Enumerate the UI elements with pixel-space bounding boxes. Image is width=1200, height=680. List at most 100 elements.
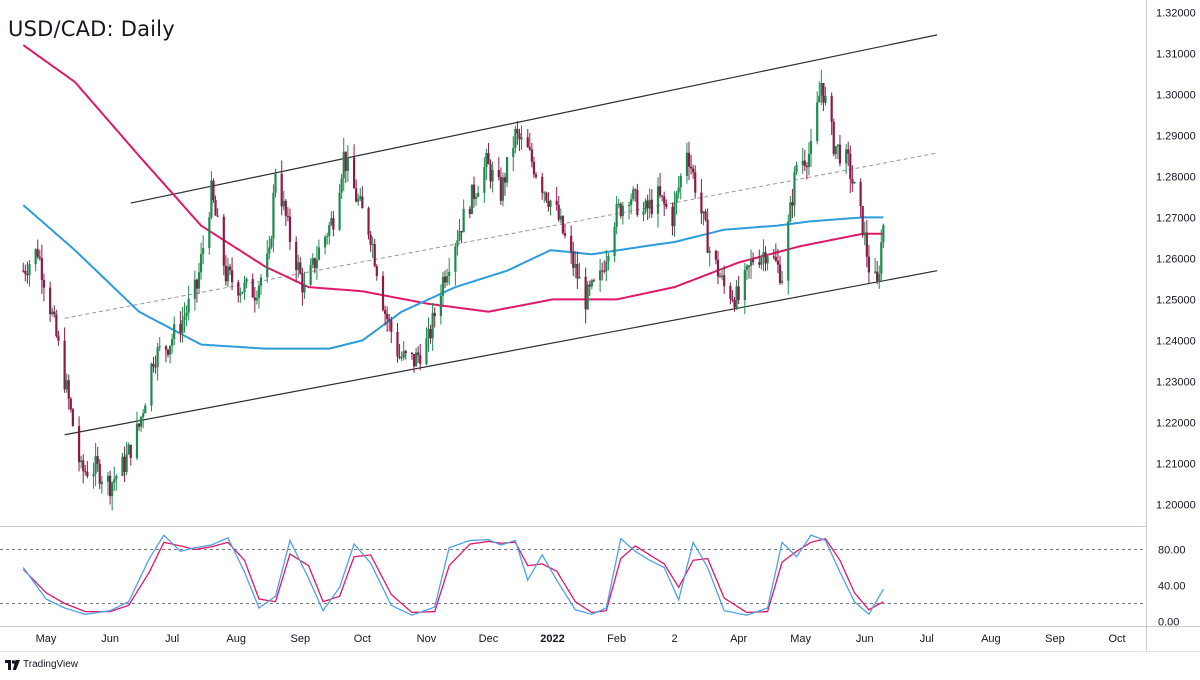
candle[interactable]: [791, 188, 794, 219]
candle[interactable]: [202, 235, 205, 265]
candle[interactable]: [671, 202, 674, 236]
candle[interactable]: [543, 191, 546, 203]
candle[interactable]: [38, 249, 41, 261]
candle[interactable]: [661, 195, 664, 202]
candle[interactable]: [63, 327, 66, 393]
candle[interactable]: [646, 194, 649, 220]
candle[interactable]: [795, 161, 798, 176]
candle[interactable]: [224, 255, 227, 286]
candle[interactable]: [456, 229, 459, 256]
candle[interactable]: [156, 342, 159, 381]
candle[interactable]: [747, 264, 751, 279]
candle[interactable]: [752, 252, 755, 266]
candle[interactable]: [272, 184, 275, 253]
candle[interactable]: [77, 416, 81, 472]
candle[interactable]: [692, 164, 695, 179]
candle[interactable]: [847, 141, 850, 167]
candle[interactable]: [675, 190, 678, 215]
candle[interactable]: [470, 184, 474, 215]
tradingview-brand[interactable]: TradingView: [5, 659, 78, 670]
candle[interactable]: [530, 143, 533, 168]
candle[interactable]: [65, 373, 68, 393]
candle[interactable]: [381, 271, 385, 312]
candle[interactable]: [239, 287, 242, 303]
candle[interactable]: [472, 176, 476, 208]
candle[interactable]: [295, 236, 298, 282]
candle[interactable]: [673, 191, 676, 237]
candle[interactable]: [251, 273, 254, 298]
candle[interactable]: [210, 171, 213, 220]
candle[interactable]: [96, 446, 99, 472]
candle[interactable]: [737, 275, 740, 304]
candle[interactable]: [882, 223, 885, 249]
candle[interactable]: [731, 290, 734, 303]
candle[interactable]: [164, 345, 168, 363]
candle[interactable]: [526, 128, 529, 148]
candle[interactable]: [367, 206, 370, 240]
candle[interactable]: [648, 188, 651, 219]
candle[interactable]: [208, 211, 211, 255]
candle[interactable]: [398, 343, 401, 360]
candle[interactable]: [876, 260, 879, 285]
candle[interactable]: [84, 464, 87, 476]
candle[interactable]: [474, 193, 478, 206]
candle[interactable]: [396, 323, 399, 363]
candle[interactable]: [369, 231, 372, 252]
candle[interactable]: [873, 257, 877, 274]
candle[interactable]: [454, 242, 457, 286]
candle[interactable]: [127, 442, 130, 455]
candle[interactable]: [142, 409, 145, 429]
candle[interactable]: [603, 260, 606, 274]
candle[interactable]: [22, 262, 25, 273]
candle[interactable]: [516, 120, 519, 145]
candle[interactable]: [512, 136, 515, 172]
candle[interactable]: [714, 249, 717, 265]
candle[interactable]: [94, 442, 97, 487]
candle[interactable]: [402, 341, 405, 361]
candle[interactable]: [557, 195, 560, 222]
candle[interactable]: [605, 249, 608, 281]
candle[interactable]: [549, 199, 552, 216]
candle[interactable]: [412, 354, 416, 373]
candle[interactable]: [853, 181, 856, 184]
candle[interactable]: [355, 179, 358, 203]
candle[interactable]: [574, 250, 577, 279]
candle[interactable]: [82, 454, 85, 484]
candle[interactable]: [503, 172, 507, 196]
candle[interactable]: [780, 270, 784, 285]
candle[interactable]: [311, 253, 314, 269]
candle[interactable]: [489, 159, 492, 189]
candle[interactable]: [561, 215, 564, 235]
candle[interactable]: [26, 261, 29, 284]
candle[interactable]: [57, 330, 60, 346]
candle[interactable]: [106, 471, 110, 496]
candle[interactable]: [803, 149, 806, 171]
candle[interactable]: [226, 257, 230, 288]
candle[interactable]: [332, 211, 335, 237]
candle[interactable]: [764, 246, 767, 272]
candle[interactable]: [284, 198, 287, 227]
candle[interactable]: [344, 151, 347, 183]
candle[interactable]: [129, 444, 132, 466]
candle[interactable]: [677, 175, 680, 199]
candle[interactable]: [371, 236, 374, 259]
candle[interactable]: [809, 128, 813, 167]
candle[interactable]: [410, 352, 414, 360]
candle[interactable]: [222, 213, 225, 276]
candle[interactable]: [642, 202, 645, 222]
candle[interactable]: [55, 309, 58, 338]
candle[interactable]: [230, 257, 234, 291]
candle[interactable]: [299, 256, 302, 275]
candle[interactable]: [528, 132, 531, 152]
candle[interactable]: [749, 249, 753, 279]
candle[interactable]: [268, 235, 271, 260]
candle[interactable]: [694, 165, 697, 199]
candle[interactable]: [514, 125, 517, 154]
candle[interactable]: [499, 167, 502, 206]
candle[interactable]: [820, 69, 823, 106]
candle[interactable]: [388, 314, 391, 331]
candle[interactable]: [665, 199, 668, 210]
candle[interactable]: [766, 254, 769, 271]
candle[interactable]: [704, 208, 707, 222]
candle[interactable]: [632, 186, 635, 202]
